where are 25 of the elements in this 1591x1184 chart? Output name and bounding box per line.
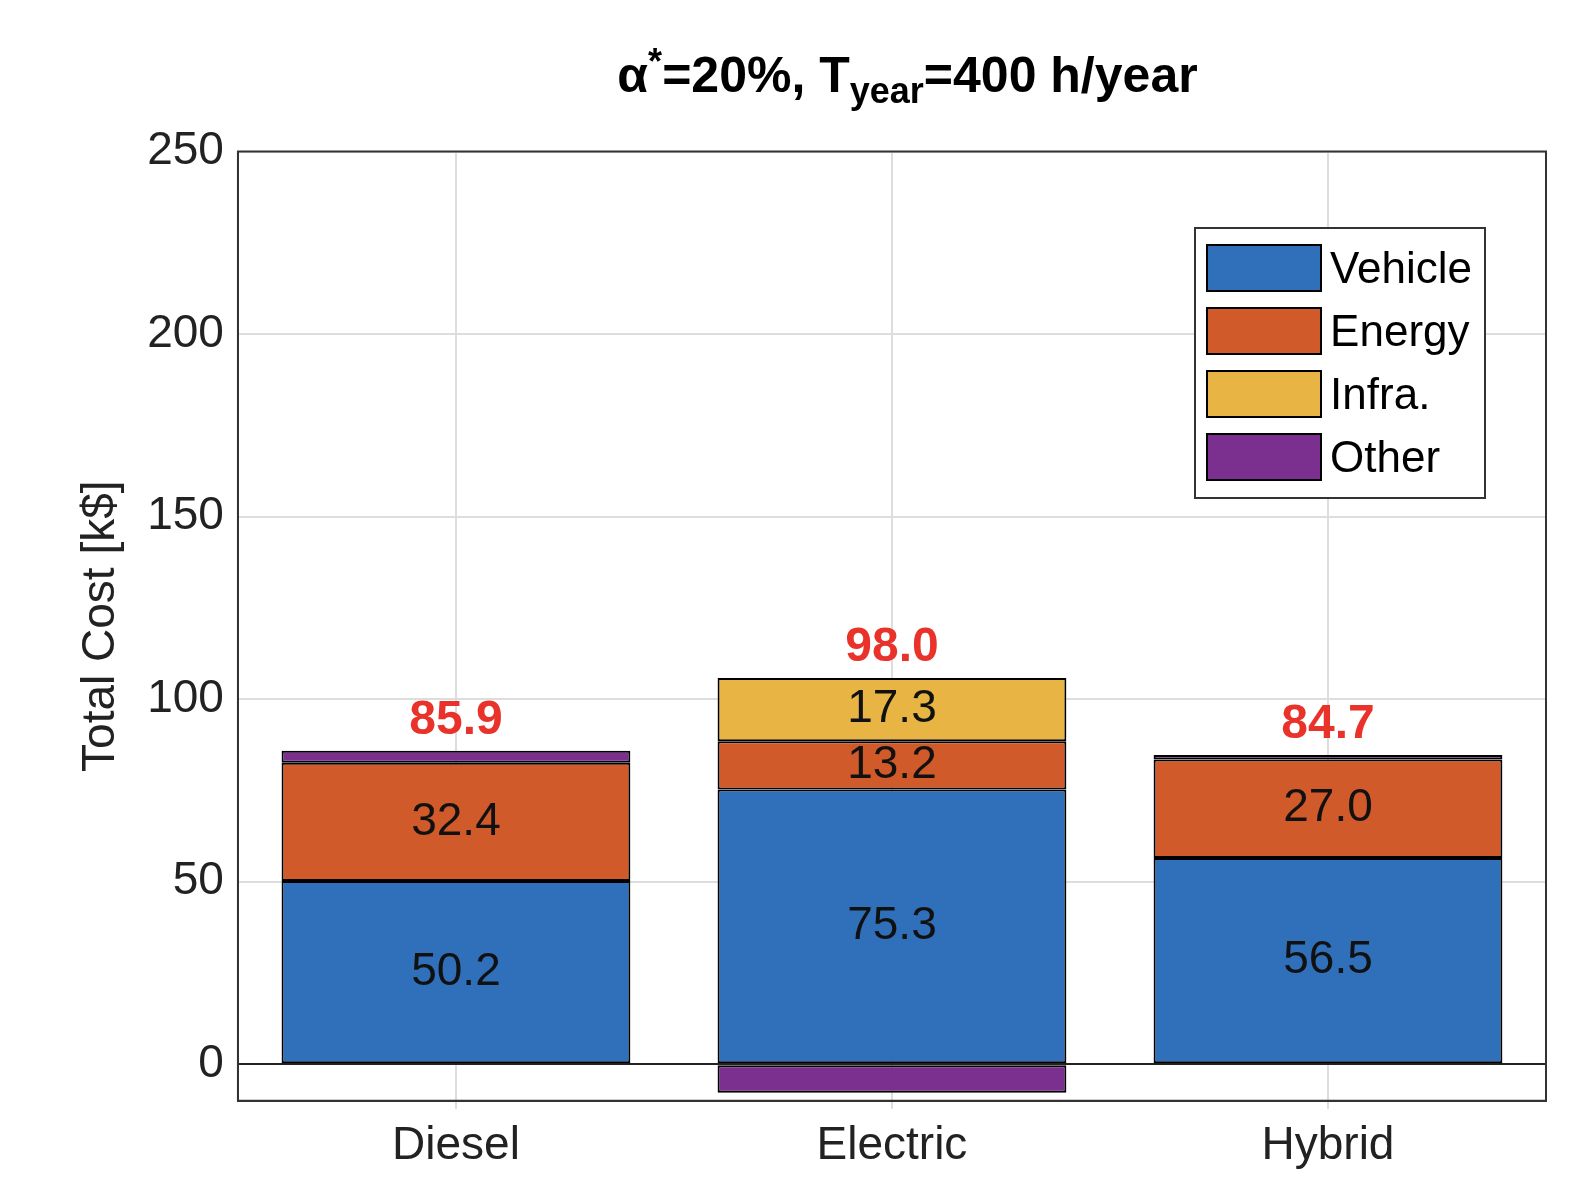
y-tick-label: 100 [147, 669, 224, 722]
x-tick-label: Diesel [392, 1117, 520, 1170]
x-tick-label: Electric [816, 1117, 968, 1170]
data-label: 27.0 [1283, 779, 1373, 832]
chart-title: α$^{*}$=20%, T$_{year}$=400 h/year [616, 40, 1199, 113]
y-tick-label: 50 [172, 852, 224, 905]
data-label: 56.5 [1283, 931, 1373, 984]
legend-label: Energy [1330, 306, 1470, 357]
y-axis-title: Total Cost [k$] [72, 480, 125, 772]
total-label: 98.0 [845, 618, 939, 672]
total-label: 85.9 [409, 690, 503, 744]
data-label: 75.3 [847, 897, 937, 950]
data-label: 17.3 [847, 680, 937, 733]
legend-label: Infra. [1330, 369, 1431, 420]
data-label: 32.4 [411, 792, 501, 845]
x-tick-label: Hybrid [1261, 1117, 1395, 1170]
data-label: 13.2 [847, 735, 937, 788]
y-tick-label: 200 [147, 304, 224, 357]
y-tick-label: 150 [147, 487, 224, 540]
legend-label: Other [1330, 432, 1441, 483]
legend-label: Vehicle [1330, 243, 1472, 294]
data-label: 50.2 [411, 942, 501, 995]
y-tick-label: 250 [147, 122, 224, 175]
y-tick-label: 0 [198, 1034, 224, 1087]
total-label: 84.7 [1281, 695, 1375, 749]
